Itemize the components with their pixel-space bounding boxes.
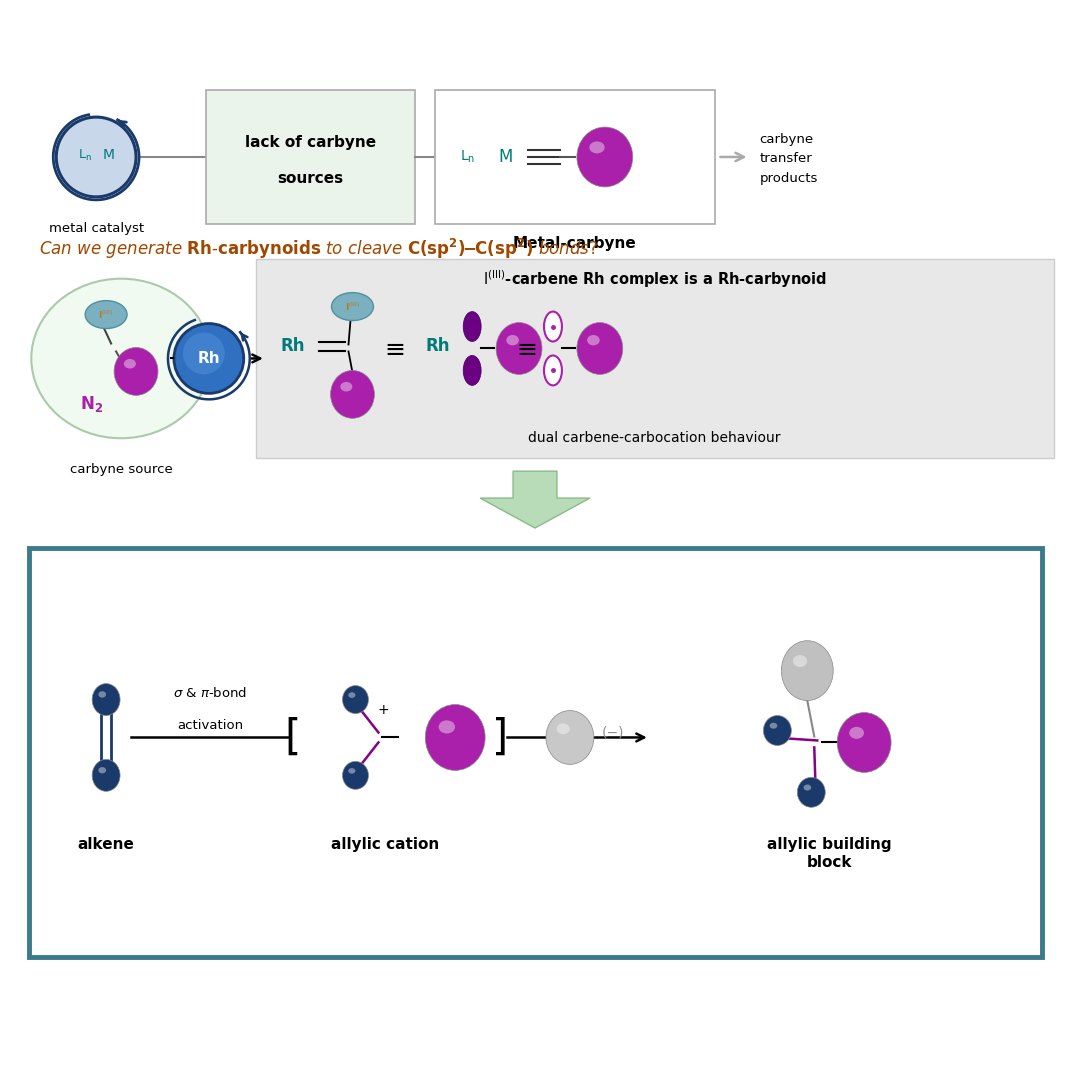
Text: [: [ — [285, 716, 301, 759]
Ellipse shape — [331, 370, 375, 418]
Text: +: + — [543, 322, 554, 335]
Ellipse shape — [764, 715, 791, 745]
Text: I$^{\rm(III)}$: I$^{\rm(III)}$ — [345, 301, 360, 312]
Text: +: + — [463, 322, 473, 335]
Text: N$_{\mathbf{2}}$: N$_{\mathbf{2}}$ — [79, 394, 103, 415]
Ellipse shape — [463, 355, 481, 386]
Text: carbyne source: carbyne source — [70, 464, 172, 477]
Text: (−): (−) — [602, 726, 624, 740]
Ellipse shape — [587, 335, 600, 345]
Text: allylic cation: allylic cation — [331, 837, 439, 852]
Text: transfer: transfer — [759, 152, 812, 165]
Ellipse shape — [793, 656, 808, 667]
Text: $\mathrm{M}$: $\mathrm{M}$ — [102, 148, 115, 162]
Ellipse shape — [439, 721, 455, 733]
Text: $\equiv$: $\equiv$ — [512, 337, 538, 360]
Ellipse shape — [425, 705, 485, 771]
Ellipse shape — [589, 142, 605, 154]
Circle shape — [183, 333, 225, 374]
Text: allylic building
block: allylic building block — [767, 837, 891, 870]
Ellipse shape — [797, 777, 826, 807]
FancyBboxPatch shape — [256, 259, 1054, 458]
Ellipse shape — [557, 724, 570, 734]
Text: dual carbene-carbocation behaviour: dual carbene-carbocation behaviour — [528, 432, 781, 446]
Ellipse shape — [577, 127, 633, 187]
Polygon shape — [480, 471, 590, 528]
Text: carbyne: carbyne — [759, 132, 814, 146]
Ellipse shape — [92, 759, 120, 791]
Ellipse shape — [99, 691, 106, 697]
Text: Metal-carbyne: Metal-carbyne — [513, 237, 637, 252]
Ellipse shape — [546, 711, 593, 764]
Text: Rh: Rh — [197, 351, 221, 366]
Ellipse shape — [348, 769, 356, 774]
Ellipse shape — [496, 323, 542, 374]
Ellipse shape — [803, 785, 811, 791]
Circle shape — [57, 117, 136, 197]
Ellipse shape — [124, 359, 136, 369]
FancyBboxPatch shape — [29, 548, 1042, 957]
Text: +: + — [378, 702, 389, 716]
Text: $\it{Can\ we\ generate\ \mathbf{Rh\text{-}carbynoids}\ to\ cleave\ \mathbf{C(sp^: $\it{Can\ we\ generate\ \mathbf{Rh\text{… — [40, 237, 599, 261]
FancyBboxPatch shape — [206, 90, 416, 224]
Text: ]: ] — [492, 716, 509, 759]
Text: alkene: alkene — [78, 837, 135, 852]
Ellipse shape — [507, 335, 519, 345]
Ellipse shape — [463, 311, 481, 341]
Text: activation: activation — [177, 720, 243, 732]
Text: $\mathrm{L_n}$: $\mathrm{L_n}$ — [461, 149, 476, 165]
Ellipse shape — [86, 301, 127, 328]
Ellipse shape — [348, 692, 356, 698]
Ellipse shape — [343, 761, 368, 789]
Text: $\mathrm{L_n}$: $\mathrm{L_n}$ — [78, 147, 92, 162]
FancyBboxPatch shape — [435, 90, 714, 224]
Text: metal catalyst: metal catalyst — [48, 222, 144, 235]
Text: products: products — [759, 173, 818, 185]
Ellipse shape — [92, 683, 120, 715]
Text: lack of carbyne: lack of carbyne — [245, 134, 376, 149]
Text: $\sigma$ & $\pi$-bond: $\sigma$ & $\pi$-bond — [172, 685, 247, 699]
Ellipse shape — [544, 311, 562, 341]
Ellipse shape — [332, 293, 374, 321]
Ellipse shape — [544, 355, 562, 386]
Ellipse shape — [577, 323, 622, 374]
Ellipse shape — [343, 685, 368, 713]
Circle shape — [174, 324, 244, 393]
Text: Rh: Rh — [281, 338, 305, 355]
Ellipse shape — [341, 382, 352, 391]
Ellipse shape — [31, 278, 211, 438]
Text: $\mathrm{I^{(III)}}$-carbene Rh complex is a Rh-carbynoid: $\mathrm{I^{(III)}}$-carbene Rh complex … — [483, 268, 827, 290]
Ellipse shape — [849, 727, 864, 739]
Ellipse shape — [770, 723, 778, 729]
Text: $\equiv$: $\equiv$ — [380, 337, 405, 360]
Ellipse shape — [838, 712, 891, 773]
Text: sources: sources — [277, 172, 344, 187]
Ellipse shape — [115, 348, 159, 395]
Text: Rh: Rh — [425, 338, 450, 355]
Ellipse shape — [99, 768, 106, 774]
Ellipse shape — [782, 641, 833, 700]
Text: I$^{\rm(III)}$: I$^{\rm(III)}$ — [99, 308, 114, 321]
Text: $\mathrm{M}$: $\mathrm{M}$ — [498, 148, 513, 166]
